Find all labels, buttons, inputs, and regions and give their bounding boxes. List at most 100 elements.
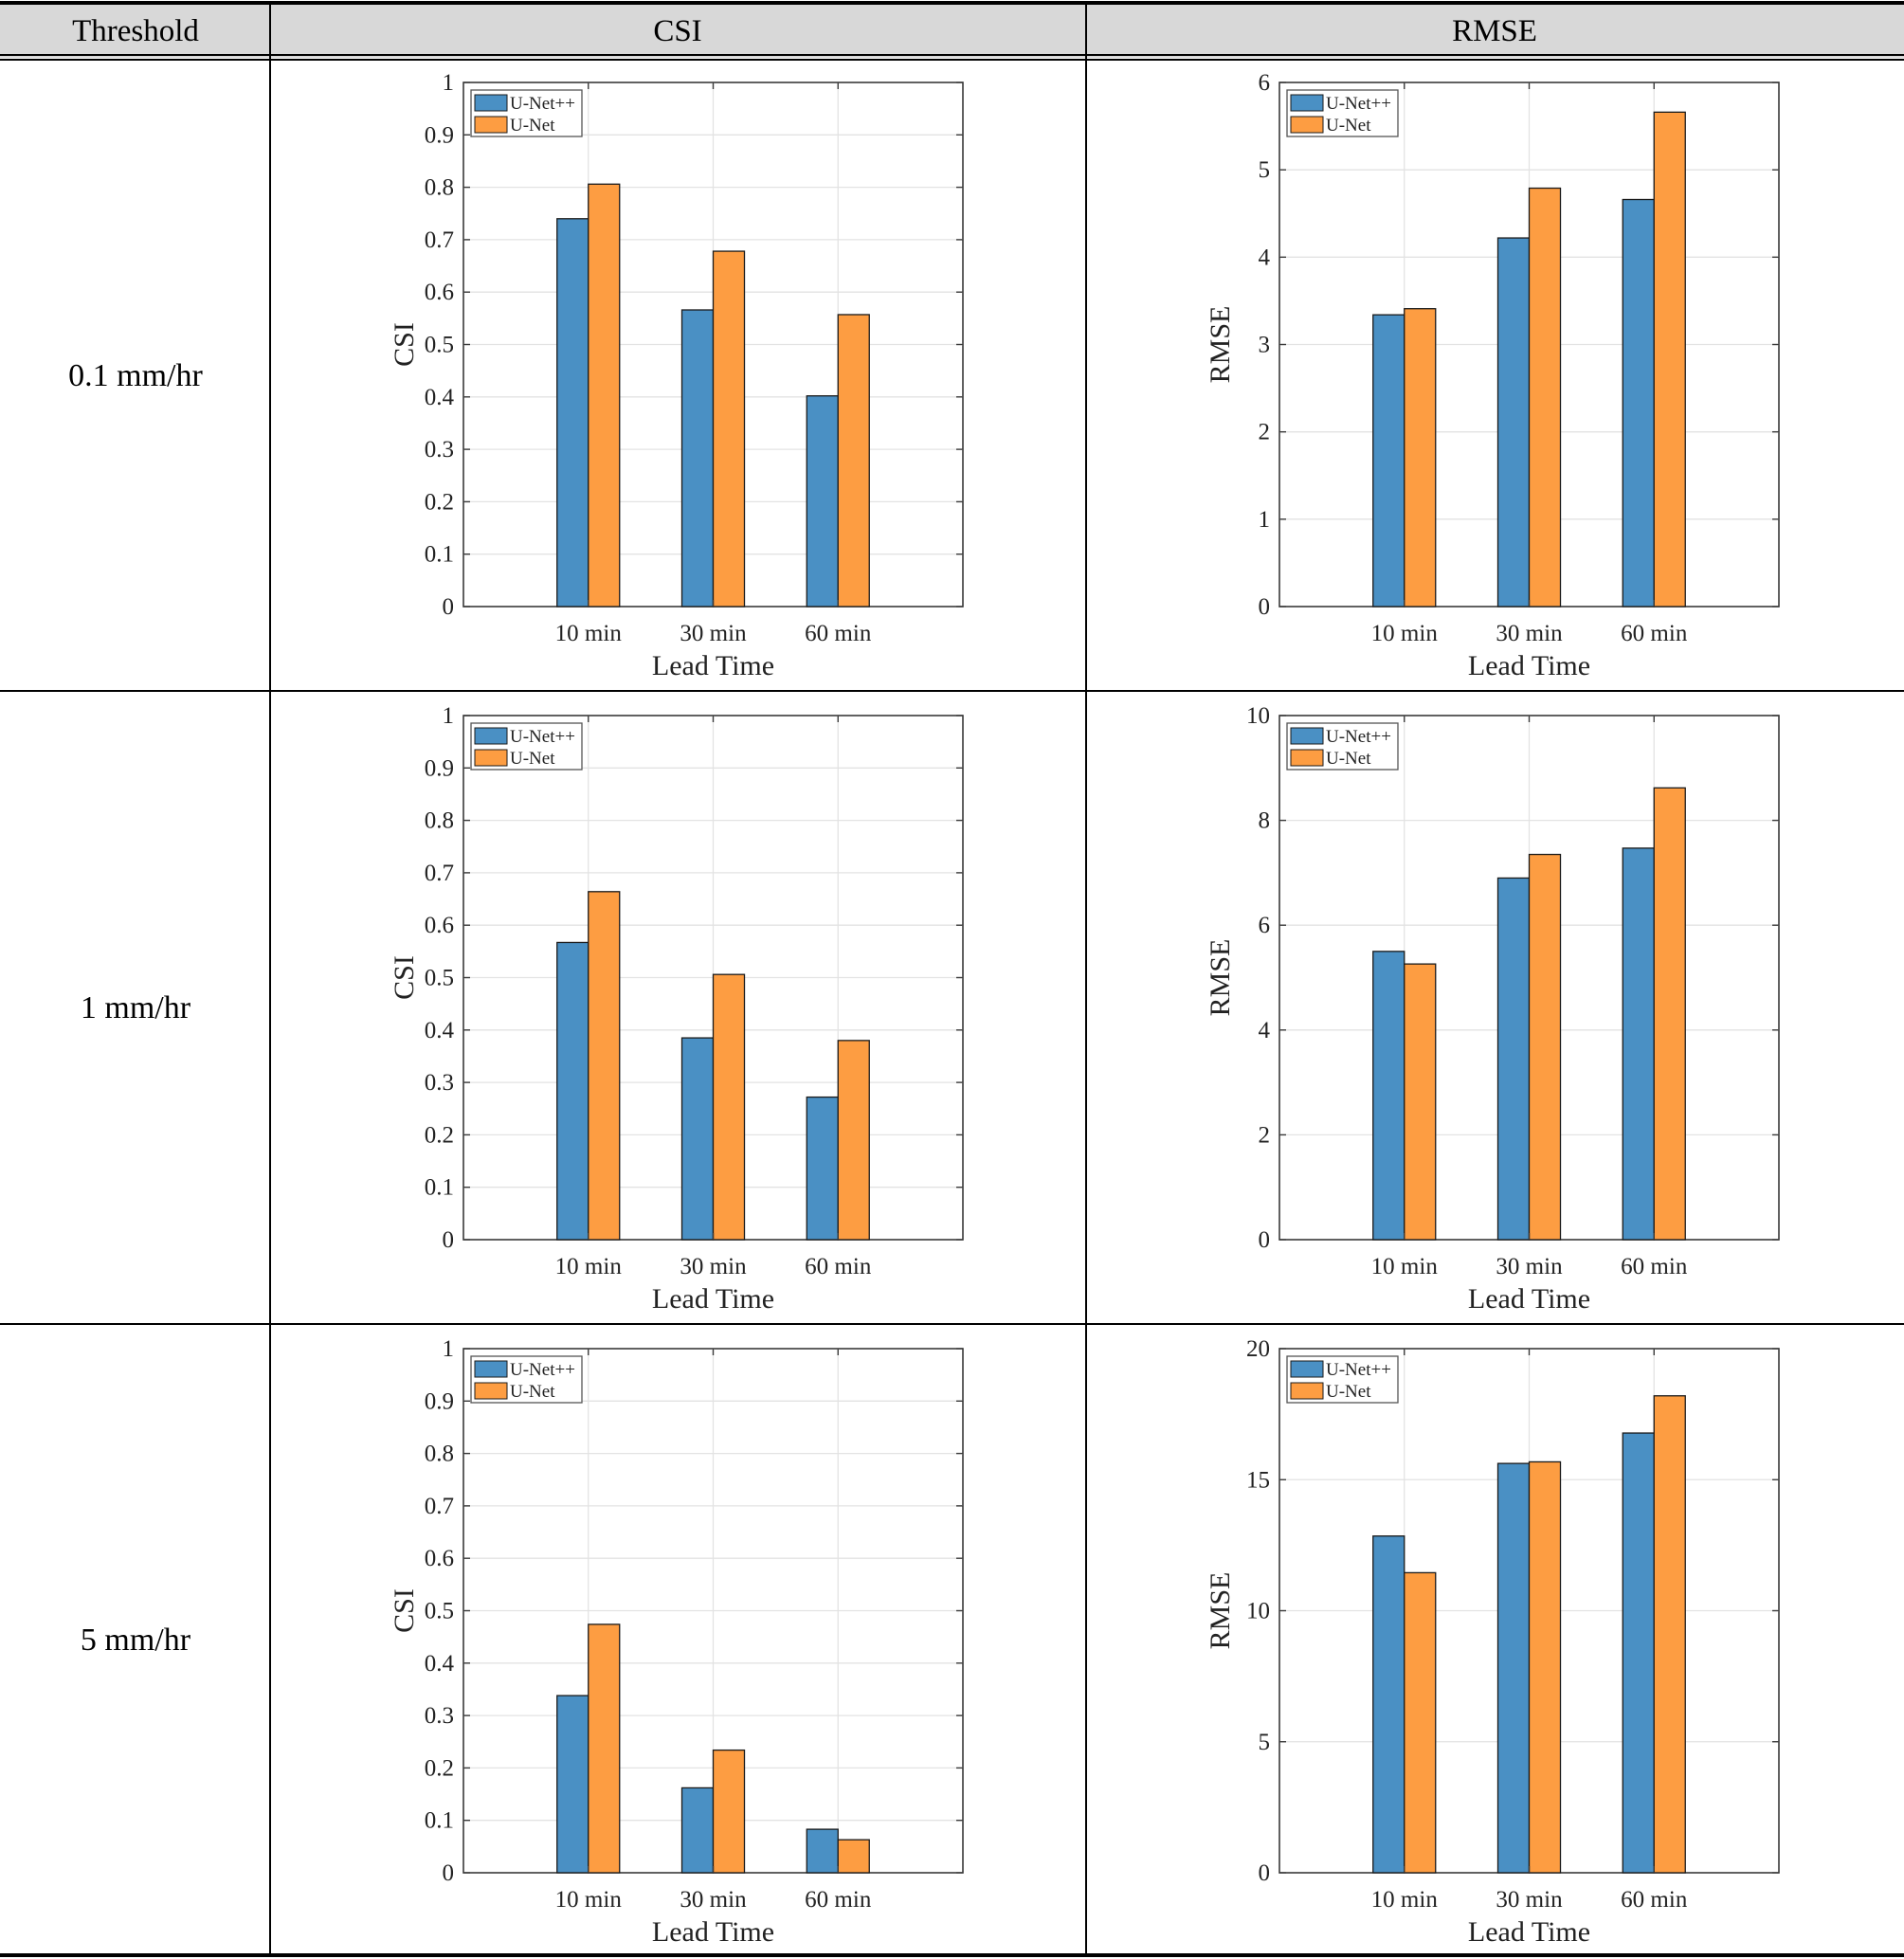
bar-unetpp [1496, 877, 1531, 1241]
y-tick-label: 4 [1259, 1018, 1271, 1043]
y-tick-label: 0.8 [425, 175, 454, 201]
y-tick-label: 1 [443, 1336, 455, 1362]
legend-label: U-Net++ [1326, 727, 1391, 747]
bar-unet [837, 1040, 870, 1241]
y-tick-label: 0.7 [425, 861, 454, 886]
y-tick-label: 0.6 [425, 1546, 454, 1571]
y-tick-label: 0.8 [425, 808, 454, 834]
x-axis-label: Lead Time [652, 1283, 774, 1315]
bar-unetpp [1622, 1432, 1655, 1874]
legend-swatch-unet [474, 749, 508, 767]
legend-swatch-unet [1290, 116, 1324, 134]
x-tick-label: 10 min [1371, 621, 1439, 646]
bar-unet [588, 891, 621, 1241]
y-tick-label: 0.2 [425, 489, 454, 515]
bar-unetpp [806, 395, 839, 608]
y-tick-label: 0.3 [425, 1703, 454, 1729]
y-tick-label: 10 [1246, 1599, 1270, 1624]
y-tick-label: 0.4 [425, 1018, 455, 1043]
bar-unet [1404, 963, 1437, 1241]
bar-unetpp [806, 1828, 839, 1874]
y-tick-label: 0 [1259, 1227, 1271, 1253]
x-tick-label: 60 min [805, 1254, 872, 1279]
bar-unetpp [680, 309, 715, 608]
y-tick-label: 0.1 [425, 1175, 454, 1201]
y-tick-label: 0.9 [425, 1388, 454, 1414]
y-tick-label: 20 [1246, 1336, 1270, 1362]
legend-swatch-unet [474, 116, 508, 134]
x-tick-label: 10 min [555, 621, 623, 646]
bar-unet [1653, 787, 1686, 1241]
bar-unetpp [556, 1695, 589, 1874]
y-tick-label: 0.1 [425, 542, 454, 568]
y-tick-label: 0.7 [425, 227, 454, 253]
y-axis-label: RMSE [1205, 306, 1236, 384]
legend-label: U-Net++ [1326, 94, 1391, 114]
y-tick-label: 0.9 [425, 122, 454, 148]
y-tick-label: 0 [443, 1860, 455, 1886]
bar-unetpp [556, 218, 589, 608]
legend-swatch-unet [474, 1382, 508, 1400]
row-threshold-label: 1 mm/hr [81, 990, 191, 1025]
bar-unetpp [680, 1787, 715, 1874]
header-background [0, 4, 1904, 58]
legend-label: U-Net [510, 116, 555, 136]
bar-unet [1653, 1395, 1686, 1874]
x-tick-label: 10 min [555, 1254, 623, 1279]
y-tick-label: 0.5 [425, 1599, 454, 1624]
y-tick-label: 6 [1259, 913, 1271, 938]
bar-unet [1404, 308, 1437, 608]
y-tick-label: 3 [1259, 333, 1271, 358]
y-tick-label: 1 [443, 703, 455, 729]
bar-unetpp [680, 1037, 715, 1241]
header-rmse: RMSE [1452, 14, 1537, 48]
x-tick-label: 10 min [555, 1887, 623, 1913]
bar-unetpp [1496, 1462, 1531, 1874]
legend-swatch-unetpp [474, 94, 508, 112]
x-axis-label: Lead Time [1468, 650, 1590, 681]
chart-rmse-panel: 0 5 10 15 20 10 min 30 min 60 min Lead Time RMSE U… [1205, 1336, 1780, 1948]
y-tick-label: 0.3 [425, 437, 454, 463]
row-threshold-label: 0.1 mm/hr [68, 358, 203, 393]
y-tick-label: 6 [1259, 70, 1271, 96]
bar-unet [712, 1749, 746, 1874]
x-tick-label: 60 min [1621, 1254, 1688, 1279]
x-tick-label: 10 min [1371, 1887, 1439, 1913]
y-tick-label: 0 [1259, 1860, 1271, 1886]
bar-unet [712, 973, 746, 1241]
y-tick-label: 0.5 [425, 333, 454, 358]
y-tick-label: 0.8 [425, 1442, 454, 1467]
x-axis-label: Lead Time [1468, 1916, 1590, 1948]
x-tick-label: 30 min [1496, 1254, 1563, 1279]
legend-swatch-unetpp [1290, 94, 1324, 112]
x-tick-label: 60 min [805, 1887, 872, 1913]
x-tick-label: 30 min [680, 621, 747, 646]
y-tick-label: 0.6 [425, 280, 454, 305]
x-tick-label: 60 min [1621, 621, 1688, 646]
legend-swatch-unetpp [1290, 1360, 1324, 1378]
y-tick-label: 0.1 [425, 1808, 454, 1834]
charts: 0 0.1 0.2 0.3 0.4 0.5 0.6 0.7 0.8 0.9 1 10 min 30 mi… [389, 70, 1780, 1948]
header-threshold: Threshold [72, 14, 199, 48]
x-tick-label: 60 min [1621, 1887, 1688, 1913]
y-tick-label: 2 [1259, 1122, 1271, 1148]
legend-label: U-Net++ [510, 94, 575, 114]
bar-unetpp [1622, 198, 1655, 608]
y-tick-label: 5 [1259, 1730, 1271, 1755]
y-axis-label: CSI [389, 322, 420, 367]
y-tick-label: 0.2 [425, 1122, 454, 1148]
y-axis-label: CSI [389, 955, 420, 1000]
chart-rmse-panel: 0 1 2 3 4 5 6 10 min 30 min 60 min Lead Time RMSE U-… [1205, 70, 1780, 681]
row-threshold-label: 5 mm/hr [81, 1623, 191, 1658]
legend-label: U-Net [1326, 749, 1371, 769]
y-tick-label: 0 [443, 1227, 455, 1253]
y-tick-label: 1 [443, 70, 455, 96]
x-tick-label: 10 min [1371, 1254, 1439, 1279]
x-tick-label: 30 min [1496, 621, 1563, 646]
legend-swatch-unetpp [1290, 727, 1324, 745]
x-tick-label: 30 min [1496, 1887, 1563, 1913]
bar-unetpp [1372, 1535, 1405, 1874]
y-tick-label: 0.5 [425, 966, 454, 991]
